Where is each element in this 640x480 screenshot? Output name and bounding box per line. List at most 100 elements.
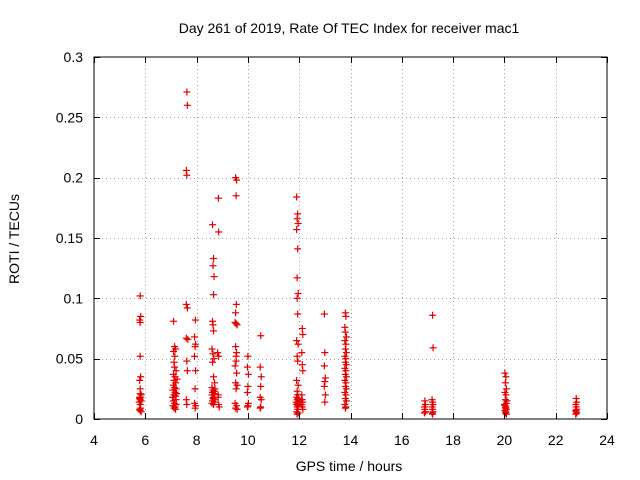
data-point [209, 221, 217, 229]
data-point [294, 310, 302, 318]
data-point [502, 385, 510, 393]
data-point [233, 369, 241, 377]
data-point [137, 373, 145, 381]
data-point [573, 409, 581, 417]
data-point [294, 220, 302, 228]
data-point [320, 382, 328, 390]
data-point [244, 370, 252, 378]
x-tick-label: 6 [141, 432, 149, 448]
x-tick-label: 22 [548, 432, 564, 448]
data-point [294, 409, 302, 417]
data-point [137, 408, 145, 416]
y-tick-label: 0.2 [64, 170, 84, 186]
data-point [231, 362, 239, 370]
x-tick-label: 14 [343, 432, 359, 448]
data-point [214, 349, 222, 357]
y-tick-label: 0.05 [56, 351, 83, 367]
data-point [183, 101, 191, 109]
data-point [214, 194, 222, 202]
data-point [182, 334, 190, 342]
data-point [170, 347, 178, 355]
data-point [210, 373, 218, 381]
chart-title: Day 261 of 2019, Rate Of TEC Index for r… [179, 20, 520, 36]
data-point [137, 391, 145, 399]
data-point [342, 397, 350, 405]
data-point [210, 273, 218, 281]
data-point [342, 333, 350, 341]
data-point [183, 88, 191, 96]
data-point [136, 292, 144, 300]
data-point [341, 328, 349, 336]
data-point [429, 311, 437, 319]
data-point [501, 396, 509, 404]
data-point [233, 405, 241, 413]
data-point [320, 362, 328, 370]
data-point [208, 399, 216, 407]
data-point [293, 376, 301, 384]
data-point [293, 193, 301, 201]
data-point [243, 403, 251, 411]
data-point [257, 332, 265, 340]
x-tick-label: 20 [497, 432, 513, 448]
data-point [244, 352, 252, 360]
data-point [170, 404, 178, 412]
data-point [341, 404, 349, 412]
x-tick-label: 8 [193, 432, 201, 448]
data-point [294, 290, 302, 298]
data-point [137, 312, 145, 320]
data-point [211, 385, 219, 393]
data-point [342, 373, 350, 381]
data-point [244, 382, 252, 390]
data-point [136, 376, 144, 384]
data-point [210, 355, 218, 363]
data-point [233, 381, 241, 389]
data-point [341, 345, 349, 353]
data-point [170, 317, 178, 325]
data-point [232, 300, 240, 308]
data-point [184, 335, 192, 343]
data-point [294, 245, 302, 253]
data-point [257, 373, 265, 381]
data-point [501, 409, 509, 417]
x-tick-label: 12 [291, 432, 307, 448]
data-point [342, 349, 350, 357]
data-point [321, 349, 329, 357]
data-point [232, 357, 240, 365]
x-tick-label: 24 [599, 432, 615, 448]
data-point [233, 321, 241, 329]
data-point [192, 367, 200, 375]
data-point [502, 373, 510, 381]
data-point [209, 358, 217, 366]
data-point [293, 215, 301, 223]
data-point [293, 226, 301, 234]
data-point [183, 304, 191, 312]
data-point [293, 337, 301, 345]
data-point [215, 228, 223, 236]
data-point [210, 291, 218, 299]
x-tick-label: 10 [240, 432, 256, 448]
data-point [293, 294, 301, 302]
data-point [211, 379, 219, 387]
data-point [182, 300, 190, 308]
data-points [135, 88, 581, 418]
x-axis-label: GPS time / hours [296, 458, 403, 474]
data-point [299, 405, 307, 413]
data-point [257, 396, 265, 404]
data-point [256, 404, 264, 412]
data-point [299, 367, 307, 375]
data-point [183, 357, 191, 365]
data-point [232, 309, 240, 317]
y-tick-label: 0.1 [64, 290, 84, 306]
data-point [243, 363, 251, 371]
data-point [215, 352, 223, 360]
y-tick-label: 0.15 [56, 230, 83, 246]
data-point [232, 404, 240, 412]
data-point [173, 375, 181, 383]
data-point [321, 391, 329, 399]
x-tick-label: 4 [90, 432, 98, 448]
data-point [171, 363, 179, 371]
data-point [342, 312, 350, 320]
data-point [210, 255, 218, 263]
data-point [183, 367, 191, 375]
